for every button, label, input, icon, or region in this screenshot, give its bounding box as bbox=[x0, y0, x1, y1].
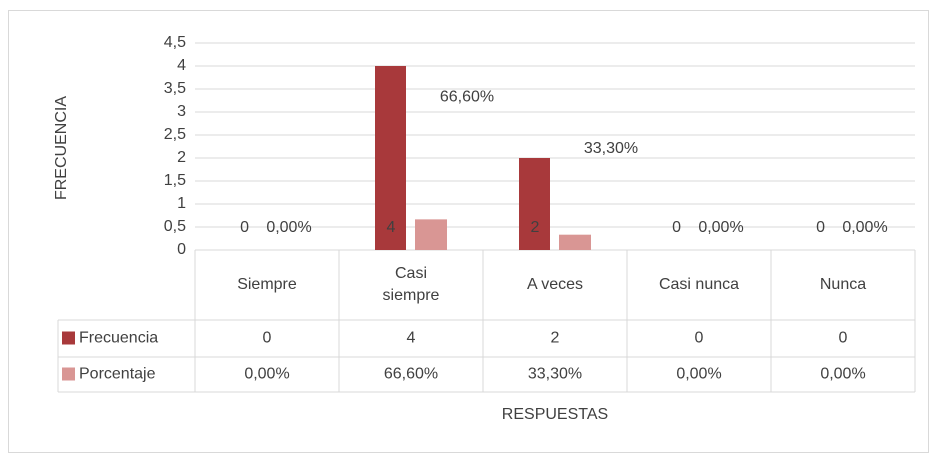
table-value: 0,00% bbox=[820, 366, 865, 383]
y-tick-label: 3,5 bbox=[164, 80, 186, 97]
y-tick-label: 0 bbox=[177, 241, 186, 258]
data-label: 2 bbox=[531, 219, 540, 236]
x-tick-label: A veces bbox=[526, 276, 584, 293]
bar bbox=[519, 158, 550, 250]
y-tick-label: 2 bbox=[177, 149, 186, 166]
chart-frame bbox=[8, 10, 929, 453]
bar bbox=[415, 219, 447, 250]
legend-label: Frecuencia bbox=[79, 330, 158, 347]
y-axis-title: FRECUENCIA bbox=[53, 96, 70, 200]
x-tick-label-box: Siempre bbox=[195, 250, 339, 320]
data-label: 0,00% bbox=[266, 219, 311, 236]
x-tick-label-box: Casi siempre bbox=[339, 250, 483, 320]
bar bbox=[375, 66, 406, 250]
x-axis-title: RESPUESTAS bbox=[502, 406, 608, 423]
y-tick-label: 4 bbox=[177, 57, 186, 74]
data-label: 0 bbox=[240, 219, 249, 236]
x-tick-label: Casi nunca bbox=[658, 276, 740, 293]
table-value: 0,00% bbox=[676, 366, 721, 383]
data-label: 0,00% bbox=[698, 219, 743, 236]
table-value: 0 bbox=[839, 330, 848, 347]
x-tick-cell: Nunca bbox=[771, 250, 915, 320]
y-tick-label: 1,5 bbox=[164, 172, 186, 189]
x-tick-cell: Siempre bbox=[195, 250, 339, 320]
y-tick-label: 4,5 bbox=[164, 34, 186, 51]
y-tick-label: 0,5 bbox=[164, 218, 186, 235]
x-tick-cell: Casi siempre bbox=[339, 250, 483, 320]
x-tick-cell: Casi nunca bbox=[627, 250, 771, 320]
x-tick-cell: A veces bbox=[483, 250, 627, 320]
y-tick-label: 3 bbox=[177, 103, 186, 120]
data-label: 0 bbox=[672, 219, 681, 236]
table-value: 66,60% bbox=[384, 366, 438, 383]
x-tick-label: Siempre bbox=[237, 276, 297, 293]
data-label: 4 bbox=[387, 219, 396, 236]
data-label: 33,30% bbox=[584, 140, 638, 157]
table-value: 4 bbox=[407, 330, 416, 347]
table-value: 0 bbox=[263, 330, 272, 347]
data-label: 0,00% bbox=[842, 219, 887, 236]
table-value: 33,30% bbox=[528, 366, 582, 383]
x-tick-label: Nunca bbox=[819, 276, 867, 293]
x-tick-label: Casi siempre bbox=[382, 265, 440, 304]
y-tick-label: 2,5 bbox=[164, 126, 186, 143]
legend-label: Porcentaje bbox=[79, 366, 156, 383]
table-value: 2 bbox=[551, 330, 560, 347]
x-tick-label-box: A veces bbox=[483, 250, 627, 320]
x-tick-label-box: Casi nunca bbox=[627, 250, 771, 320]
legend-key bbox=[62, 331, 75, 345]
y-tick-label: 1 bbox=[177, 195, 186, 212]
data-label: 0 bbox=[816, 219, 825, 236]
legend-key bbox=[62, 367, 75, 381]
table-value: 0 bbox=[695, 330, 704, 347]
bar bbox=[559, 234, 591, 250]
x-tick-label-box: Nunca bbox=[771, 250, 915, 320]
table-value: 0,00% bbox=[244, 366, 289, 383]
data-label: 66,60% bbox=[440, 89, 494, 106]
